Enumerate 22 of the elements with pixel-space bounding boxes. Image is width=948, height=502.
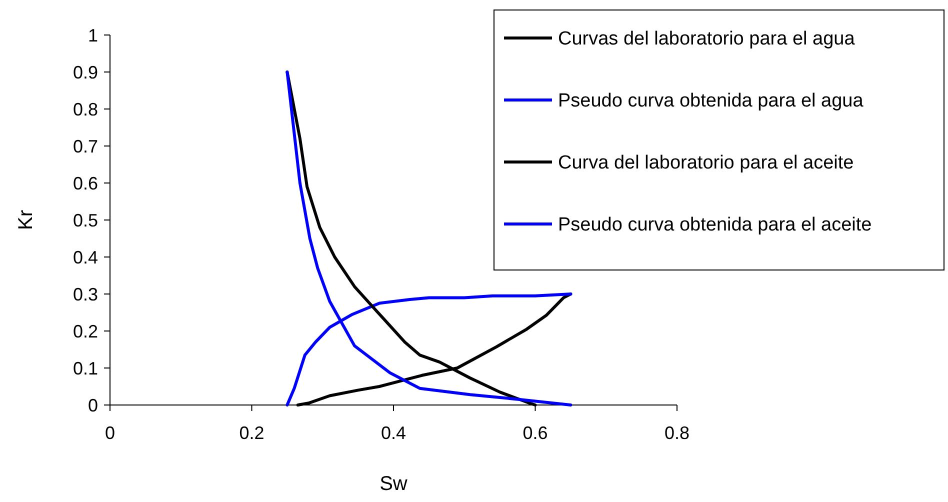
y-tick-label: 0.8 — [72, 99, 98, 120]
y-axis-title: Kr — [15, 210, 37, 230]
y-tick-label: 0.3 — [72, 284, 98, 304]
y-tick-label: 1 — [88, 25, 98, 46]
x-tick-label: 0.8 — [664, 423, 690, 443]
legend-label: Pseudo curva obtenida para el agua — [558, 90, 864, 112]
y-tick-label: 0.4 — [72, 247, 98, 268]
y-tick-label: 0 — [88, 395, 98, 416]
x-tick-label: 0.2 — [239, 423, 264, 443]
y-tick-label: 0.1 — [72, 358, 98, 378]
y-tick-label: 0.9 — [72, 62, 98, 82]
y-tick-label: 0.2 — [72, 321, 98, 342]
x-axis-title: Sw — [380, 473, 408, 495]
x-tick-label: 0.6 — [522, 423, 548, 443]
y-tick-label: 0.6 — [72, 173, 98, 194]
legend-label: Pseudo curva obtenida para el aceite — [558, 214, 872, 236]
y-tick-label: 0.7 — [72, 136, 98, 156]
legend-label: Curvas del laboratorio para el agua — [558, 28, 856, 50]
y-tick-label: 0.5 — [72, 210, 98, 230]
x-tick-label: 0.4 — [380, 423, 406, 443]
x-tick-label: 0 — [104, 423, 116, 443]
legend-label: Curva del laboratorio para el aceite — [558, 152, 854, 174]
